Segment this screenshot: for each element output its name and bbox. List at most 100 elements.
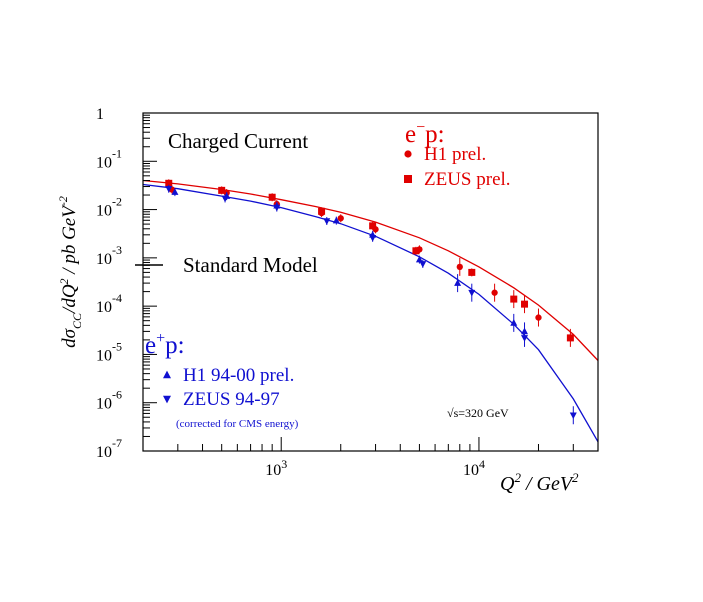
chart-title: Charged Current: [168, 129, 308, 153]
legend-marker: [404, 150, 412, 158]
data-point: [468, 289, 476, 297]
data-point: [415, 255, 423, 263]
x-tick-label-exp: 4: [479, 457, 485, 471]
data-point: [218, 186, 226, 194]
x-tick-label-exp: 3: [281, 457, 287, 471]
beam-label-0: e−p:: [405, 119, 445, 148]
model-curve-0: [143, 179, 598, 361]
y-tick-label-base: 1: [96, 106, 104, 123]
data-point: [273, 204, 281, 212]
y-tick-label-exp: -4: [112, 291, 122, 305]
y-axis-label-part: CC: [70, 312, 84, 329]
y-axis-label-part: / pb GeV: [59, 204, 80, 279]
data-point: [468, 268, 476, 276]
beam-label-base: e: [145, 332, 156, 359]
y-tick-label: 10-6: [96, 388, 122, 413]
legend-label: ZEUS prel.: [424, 169, 511, 190]
y-tick-label-exp: -3: [112, 243, 122, 257]
y-tick-label-exp: -2: [112, 195, 122, 209]
beam-legends: e−p:e+p:(corrected for CMS energy): [145, 119, 445, 430]
y-axis-label-part: dσ: [59, 328, 80, 348]
data-point: [337, 215, 344, 222]
x-axis-label-part: / GeV: [521, 473, 575, 495]
beam-label-sup: +: [156, 330, 165, 347]
legend-label: ZEUS 94-97: [183, 389, 280, 410]
x-axis-label-part: 2: [514, 470, 521, 485]
beam-label-rest: p:: [425, 121, 444, 148]
beam-label-sup: −: [416, 119, 425, 136]
y-axis-label: dσCC/dQ2 / pb GeV-2: [56, 196, 84, 348]
beam-label-base: e: [405, 121, 416, 148]
y-tick-label-base: 10: [96, 251, 112, 268]
y-tick-label-exp: -1: [112, 146, 122, 160]
data-point: [419, 261, 427, 268]
data-point: [510, 319, 518, 326]
x-axis-label-part: 2: [572, 470, 579, 485]
legend-marker: [404, 175, 412, 183]
legend-marker: [163, 370, 171, 379]
x-axis-label: Q2 / GeV2: [500, 470, 579, 495]
y-tick-label-base: 10: [96, 396, 112, 413]
y-axis-label-part: /dQ: [59, 284, 80, 314]
beam-note: (corrected for CMS energy): [176, 418, 299, 430]
y-tick-label-exp: -6: [112, 388, 122, 402]
data-point: [268, 193, 276, 201]
y-tick-label: 10-2: [96, 195, 122, 220]
data-point: [318, 207, 326, 215]
x-tick-label-base: 10: [463, 462, 479, 479]
data-point: [369, 222, 377, 230]
data-point: [221, 195, 229, 203]
model-curve-1: [143, 183, 598, 443]
plot-frame: [142, 112, 599, 452]
legend-label: H1 prel.: [424, 144, 486, 165]
y-tick-label-base: 10: [96, 154, 112, 171]
y-axis-label-part: -2: [56, 196, 70, 206]
beam-label-1: e+p:: [145, 330, 185, 359]
y-tick-label-base: 10: [96, 203, 112, 220]
x-tick-label-base: 10: [265, 462, 281, 479]
data-point: [510, 295, 518, 303]
data-point: [521, 335, 529, 342]
data-point: [332, 216, 340, 224]
data-point: [521, 300, 529, 308]
y-tick-label: 10-1: [96, 146, 122, 171]
model-legend-label: Standard Model: [183, 253, 318, 277]
data-point: [323, 218, 331, 225]
data-points: [165, 179, 577, 425]
y-tick-label: 1: [96, 106, 104, 123]
data-point: [454, 279, 462, 286]
x-tick-label: 104: [463, 457, 485, 479]
series-legend: H1 prel. ZEUS prel. H1 94-00 prel. ZEUS 94-…: [163, 144, 511, 410]
data-point: [369, 235, 377, 242]
data-point: [569, 412, 577, 420]
y-tick-label: 10-4: [96, 291, 122, 316]
data-point: [491, 289, 498, 296]
legend-label: H1 94-00 prel.: [183, 365, 294, 386]
y-tick-label-base: 10: [96, 444, 112, 461]
x-tick-label: 103: [265, 457, 287, 479]
legend-marker: [163, 395, 171, 404]
axis-ticks: [142, 114, 599, 452]
model-legend: Standard Model: [135, 253, 318, 277]
data-point: [456, 263, 463, 271]
data-point: [165, 185, 173, 193]
y-tick-label: 10-7: [96, 436, 122, 461]
beam-label-rest: p:: [165, 332, 184, 359]
y-axis-label-part: 2: [57, 278, 71, 284]
model-curves: [143, 179, 598, 443]
y-tick-label-base: 10: [96, 299, 112, 316]
data-point: [535, 314, 542, 321]
data-point: [566, 334, 574, 342]
y-tick-label: 10-5: [96, 339, 122, 364]
y-tick-label-exp: -7: [112, 436, 122, 450]
energy-annotation: √s=320 GeV: [447, 406, 509, 420]
y-tick-label-base: 10: [96, 347, 112, 364]
data-point: [165, 179, 173, 187]
x-axis-label-part: Q: [500, 473, 515, 495]
data-point: [171, 188, 179, 195]
y-tick-label-exp: -5: [112, 339, 122, 353]
y-tick-label: 10-3: [96, 243, 122, 268]
data-point: [412, 247, 420, 255]
